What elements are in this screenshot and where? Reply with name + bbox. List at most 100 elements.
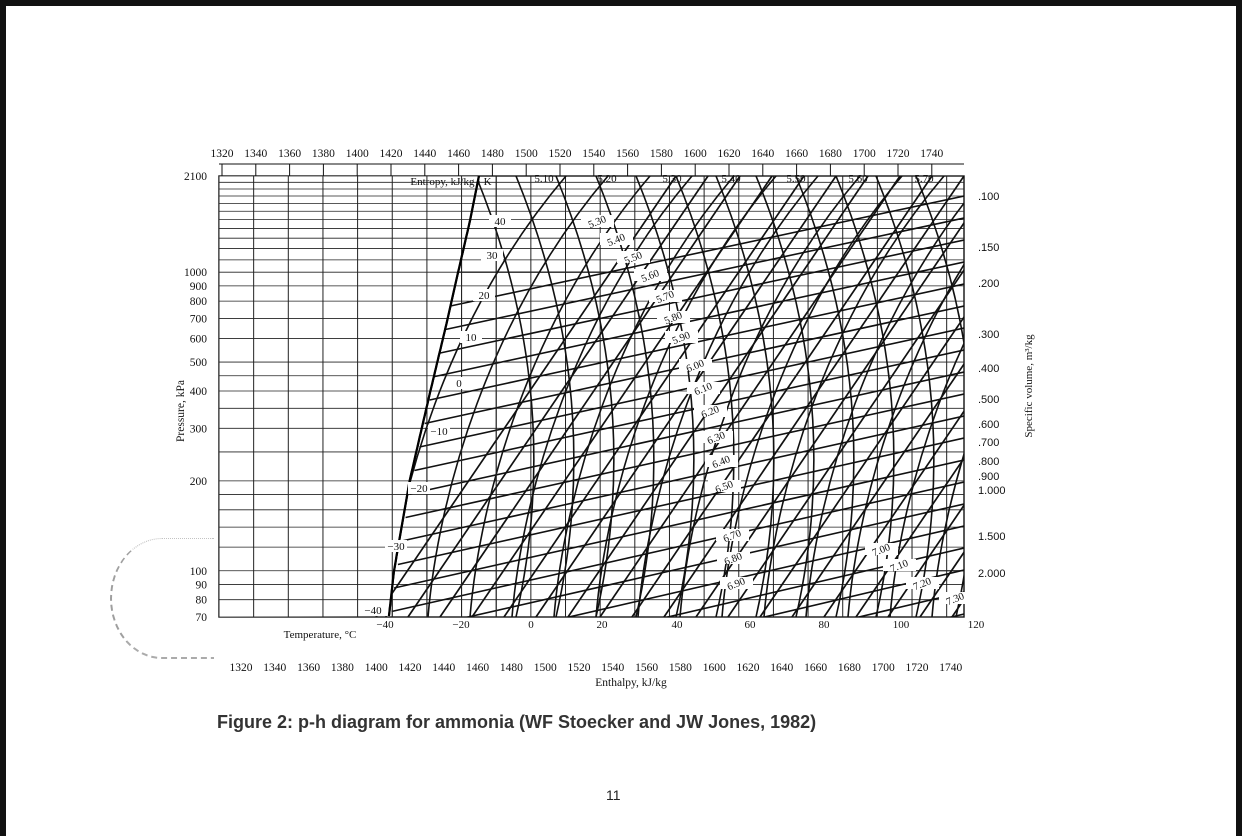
- specific-volume-line: [855, 591, 964, 617]
- specific-volume-label: .700: [978, 437, 999, 449]
- enthalpy-bottom-tick-label: 1340: [263, 662, 286, 674]
- specific-volume-label: 2.000: [978, 568, 1006, 580]
- saturation-temperature-label: −30: [387, 541, 405, 553]
- saturation-temperature-label: −40: [364, 605, 382, 617]
- enthalpy-bottom-tick-label: 1580: [669, 662, 692, 674]
- temperature-bottom-label: −40: [376, 619, 394, 631]
- enthalpy-top-tick-label: 1640: [751, 148, 774, 160]
- entropy-label-bg: [617, 251, 650, 263]
- enthalpy-top-tick-label: 1480: [481, 148, 504, 160]
- entropy-top-label: 5.60: [848, 173, 868, 185]
- isentrope-line: [439, 176, 741, 617]
- temperature-label-bg: [362, 604, 384, 616]
- x-axis-label: Enthalpy, kJ/kg: [595, 677, 667, 689]
- enthalpy-bottom-tick-label: 1320: [230, 662, 253, 674]
- entropy-label-bg: [716, 529, 749, 541]
- entropy-label-bg: [600, 233, 633, 245]
- pressure-tick-label: 1000: [184, 267, 207, 279]
- specific-volume-line: [445, 217, 964, 331]
- pressure-tick-label: 400: [190, 386, 208, 398]
- temperature-label-bg: [473, 289, 495, 301]
- enthalpy-top-tick-label: 1740: [920, 148, 943, 160]
- isotherm-line: [427, 176, 609, 617]
- isentrope-line: [631, 176, 933, 617]
- temperature-axis-label: Temperature, °C: [284, 629, 357, 641]
- temperature-label-bg: [428, 425, 450, 437]
- specific-volume-line: [440, 239, 964, 354]
- temperature-label-bg: [460, 331, 482, 343]
- isentrope-line: [1016, 176, 1236, 617]
- subcooled-region-mask: [219, 176, 478, 617]
- specific-volume-label: .600: [978, 419, 999, 431]
- pressure-tick-label: 800: [190, 296, 208, 308]
- isotherm-line: [637, 176, 819, 617]
- isotherm-line: [721, 176, 903, 617]
- entropy-label-bg: [694, 405, 727, 417]
- specific-volume-line: [409, 371, 964, 495]
- y-axis-label: Pressure, kPa: [175, 380, 187, 442]
- temperature-bottom-label: 40: [672, 619, 684, 631]
- y2-axis-label: Specific volume, m³/kg: [1023, 334, 1035, 438]
- specific-volume-label: .900: [978, 471, 999, 483]
- temperature-bottom-label: 120: [968, 619, 985, 631]
- enthalpy-bottom-tick-label: 1680: [838, 662, 861, 674]
- enthalpy-top-tick-label: 1540: [582, 148, 605, 160]
- enthalpy-top-tick-label: 1400: [346, 148, 369, 160]
- enthalpy-top-tick-label: 1700: [853, 148, 876, 160]
- specific-volume-line: [391, 481, 964, 613]
- entropy-label-bg: [906, 577, 939, 589]
- temperature-label-bg: [408, 482, 430, 494]
- enthalpy-bottom-tick-label: 1540: [601, 662, 624, 674]
- saturation-temperature-label: −20: [410, 483, 428, 495]
- pressure-tick-label: 300: [190, 423, 208, 435]
- isentrope-line: [1048, 176, 1236, 617]
- entropy-top-label: 5.70: [914, 173, 934, 185]
- isotherm-line: [931, 451, 964, 617]
- enthalpy-top-tick-label: 1560: [616, 148, 639, 160]
- specific-volume-label: .400: [978, 363, 999, 375]
- enthalpy-top-tick-label: 1320: [211, 148, 234, 160]
- specific-volume-label: .150: [978, 242, 999, 254]
- isentrope-line: [471, 176, 773, 617]
- temperature-bottom-label: 100: [893, 619, 910, 631]
- entropy-arc-line: [555, 176, 615, 617]
- entropy-top-label: 5.50: [786, 173, 806, 185]
- enthalpy-top-tick-label: 1460: [447, 148, 470, 160]
- specific-volume-label: 1.000: [978, 485, 1006, 497]
- temperature-label-bg: [448, 377, 470, 389]
- saturation-temperature-label: −10: [430, 426, 448, 438]
- isentrope-line: [407, 176, 709, 617]
- entropy-label-bg: [687, 382, 720, 394]
- isentrope-line: [759, 315, 964, 617]
- specific-volume-label: .800: [978, 456, 999, 468]
- entropy-arc-line: [515, 176, 575, 617]
- enthalpy-top-tick-label: 1620: [718, 148, 741, 160]
- figure-caption: Figure 2: p-h diagram for ammonia (WF St…: [217, 712, 817, 732]
- entropy-label-bg: [717, 552, 750, 564]
- isentrope-line: [1080, 176, 1236, 617]
- isentrope-line: [727, 268, 964, 617]
- entropy-arc-line: [475, 176, 535, 617]
- isentrope-line: [855, 456, 964, 617]
- temperature-bottom-label: 80: [819, 619, 831, 631]
- isentrope-line: [695, 221, 964, 617]
- temperature-bottom-label: 60: [745, 619, 757, 631]
- enthalpy-bottom-tick-label: 1400: [365, 662, 388, 674]
- isentrope-line: [887, 503, 964, 617]
- enthalpy-top-tick-label: 1720: [887, 148, 910, 160]
- enthalpy-bottom-tick-label: 1640: [770, 662, 793, 674]
- enthalpy-bottom-tick-label: 1440: [432, 662, 455, 674]
- entropy-label-bg: [649, 290, 682, 302]
- enthalpy-top-tick-label: 1380: [312, 148, 335, 160]
- entropy-label-bg: [700, 431, 733, 443]
- isotherm-line: [511, 176, 693, 617]
- enthalpy-bottom-tick-label: 1700: [872, 662, 895, 674]
- entropy-label-bg: [865, 543, 898, 555]
- entropy-label-bg: [581, 215, 614, 227]
- temperature-label-bg: [489, 215, 511, 227]
- enthalpy-top-tick-label: 1680: [819, 148, 842, 160]
- temperature-bottom-label: 0: [528, 619, 534, 631]
- entropy-top-label: 5.10: [534, 173, 554, 185]
- isentrope-line: [791, 362, 964, 617]
- enthalpy-bottom-tick-label: 1520: [568, 662, 591, 674]
